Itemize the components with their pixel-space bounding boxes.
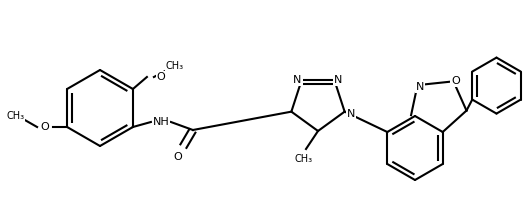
Text: O: O: [173, 152, 182, 162]
Text: N: N: [416, 82, 424, 92]
Text: N: N: [334, 75, 343, 85]
Text: NH: NH: [152, 117, 169, 127]
Text: N: N: [293, 75, 302, 85]
Text: O: O: [451, 76, 460, 86]
Text: O: O: [41, 122, 49, 132]
Text: O: O: [157, 72, 165, 82]
Text: CH₃: CH₃: [295, 154, 313, 164]
Text: CH₃: CH₃: [166, 61, 184, 71]
Text: N: N: [346, 109, 355, 119]
Text: CH₃: CH₃: [6, 111, 24, 121]
